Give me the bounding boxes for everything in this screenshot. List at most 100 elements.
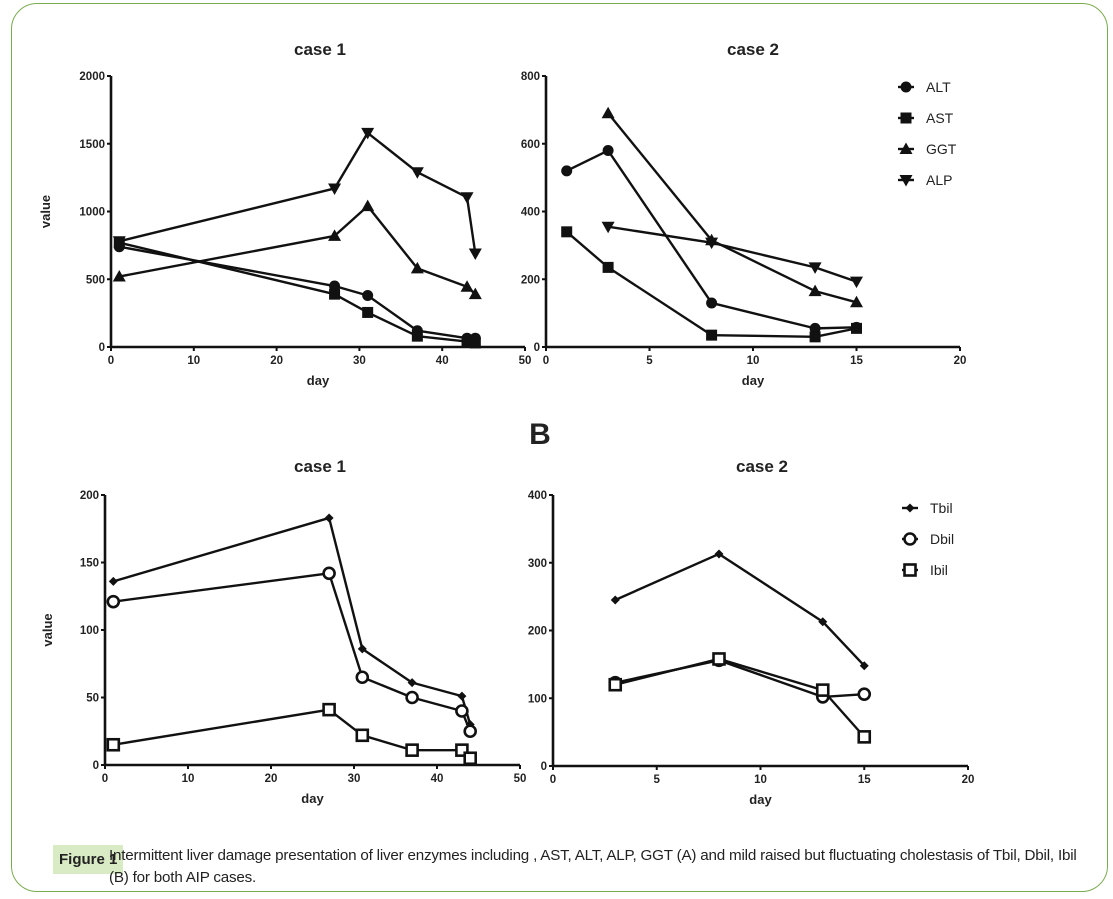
y-tick-label: 0	[534, 342, 540, 354]
x-tick-label: 15	[850, 355, 863, 367]
tbil-data-point	[714, 549, 724, 559]
x-tick-label: 5	[654, 774, 661, 786]
ast-data-point	[411, 330, 423, 342]
ggt-line	[119, 204, 477, 296]
chart-title: case 2	[736, 457, 788, 476]
y-tick-label: 0	[93, 760, 99, 772]
y-tick-label: 200	[528, 626, 547, 638]
y-axis-label: value	[38, 195, 53, 228]
ibil-data-point	[106, 737, 121, 752]
chart-legend: ALT AST GGT ALP	[898, 79, 957, 188]
panel-b-label: B	[529, 418, 551, 451]
y-tick-label: 200	[80, 490, 99, 502]
y-tick-label: 600	[521, 139, 540, 151]
figure-caption: Intermittent liver damage presentation o…	[109, 847, 1077, 886]
y-tick-label: 800	[521, 71, 540, 83]
chart-a-case-1: case 1 0 500 1000 1500 2000 0 10 20 30 40 50 day valu…	[38, 40, 531, 388]
x-tick-label: 50	[519, 355, 532, 367]
x-tick-label: 10	[187, 355, 200, 367]
y-tick-label: 300	[528, 558, 547, 570]
ggt-data-point	[468, 287, 482, 300]
dbil-data-point	[322, 566, 336, 581]
ibil-data-point	[815, 683, 830, 697]
ibil-data-point	[405, 743, 419, 757]
ggt-line	[607, 112, 857, 304]
series-alt	[113, 241, 481, 344]
y-tick-label: 1500	[79, 139, 105, 151]
ggt-data-point	[850, 295, 863, 308]
legend-ggt-icon	[899, 142, 913, 154]
ast-data-point	[561, 226, 573, 238]
legend-ast-icon	[900, 112, 912, 124]
series-ibil	[106, 702, 478, 766]
alp-data-point	[410, 167, 424, 179]
alp-line	[607, 225, 857, 283]
tbil-line	[614, 552, 866, 667]
y-axis-label: value	[40, 613, 55, 646]
y-tick-label: 2000	[79, 71, 105, 83]
ast-data-point	[602, 261, 614, 273]
chart-b-case-2: case 2 0 100 200 300 400 0 5 10 15 20 day Tbil Dbil Ib…	[528, 457, 975, 807]
y-tick-label: 150	[80, 558, 99, 570]
ibil-data-point	[355, 728, 370, 743]
figure-badge: Figure 1	[53, 845, 124, 874]
legend-alp-icon	[899, 175, 913, 187]
x-tick-label: 0	[108, 355, 114, 367]
series-dbil	[106, 566, 478, 739]
ast-data-point	[469, 337, 481, 349]
chart-b-case-1: case 1 0 50 100 150 200 0 10 20 30 40 50 day value	[40, 457, 526, 806]
ast-data-point	[851, 322, 862, 334]
dbil-line	[113, 572, 472, 732]
ggt-data-point	[410, 261, 424, 274]
alt-data-point	[809, 322, 821, 334]
dbil-data-point	[106, 594, 121, 609]
x-tick-label: 0	[543, 355, 549, 367]
x-tick-label: 50	[514, 773, 527, 785]
alt-data-point	[602, 145, 614, 157]
ggt-data-point	[460, 280, 474, 292]
ibil-data-point	[322, 702, 336, 717]
alt-data-point	[706, 297, 718, 309]
y-tick-label: 50	[86, 693, 99, 705]
alt-line	[119, 245, 476, 340]
legend-label: ALT	[926, 79, 951, 95]
x-tick-label: 5	[646, 355, 653, 367]
ggt-data-point	[361, 199, 375, 212]
x-axis-label: day	[307, 373, 330, 388]
alt-data-point	[561, 165, 573, 177]
series-alp	[112, 127, 482, 261]
ggt-data-point	[112, 270, 126, 282]
dbil-data-point	[355, 670, 370, 685]
ggt-data-point	[808, 284, 822, 297]
tbil-data-point	[324, 513, 334, 523]
tbil-data-point	[610, 595, 620, 605]
legend-ibil-icon	[903, 563, 917, 577]
tbil-data-point	[457, 691, 467, 701]
ggt-data-point	[328, 229, 342, 241]
tbil-data-point	[818, 617, 828, 627]
ast-data-point	[809, 331, 821, 343]
y-tick-label: 0	[99, 342, 105, 354]
ast-data-point	[461, 336, 473, 348]
alt-data-point	[362, 290, 374, 302]
tbil-line	[112, 516, 472, 725]
alp-line	[118, 131, 477, 254]
x-tick-label: 20	[954, 355, 967, 367]
ibil-data-point	[712, 652, 726, 666]
series-tbil	[610, 549, 869, 671]
x-tick-label: 10	[182, 773, 195, 785]
alp-data-point	[112, 236, 126, 248]
legend-alt-icon	[900, 81, 912, 93]
series-ast	[561, 226, 862, 343]
y-tick-label: 200	[521, 274, 540, 286]
y-tick-label: 500	[86, 274, 105, 286]
ast-data-point	[329, 288, 341, 300]
ibil-data-point	[463, 751, 478, 766]
y-tick-label: 100	[80, 625, 99, 637]
x-axis-label: day	[301, 791, 324, 806]
tbil-data-point	[108, 576, 118, 586]
x-tick-label: 15	[858, 774, 871, 786]
alp-data-point	[705, 237, 719, 250]
